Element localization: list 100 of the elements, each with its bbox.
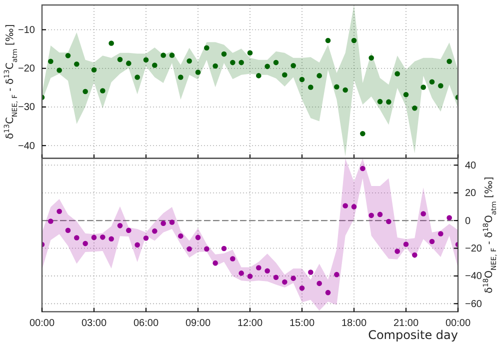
x-tick-label: 00:00 [445,318,471,329]
point [273,274,279,280]
point [438,231,444,236]
x-tick-label: 09:00 [185,318,211,329]
point [65,52,71,58]
point [160,52,166,58]
point [169,52,175,58]
point [204,45,210,51]
point [247,50,253,56]
point [420,211,426,216]
point [247,274,253,279]
point [446,58,452,64]
point [412,252,418,258]
x-tick-label: 06:00 [133,318,159,329]
point [351,204,357,210]
point [334,84,340,90]
point [308,270,314,275]
y2-tick-label: 0 [465,216,471,227]
point [195,70,201,75]
x-axis-title: Composite day [368,328,458,342]
point [325,290,331,296]
x-tick-label: 15:00 [289,318,315,329]
point [82,240,88,246]
point [325,38,331,44]
y-tick-label: −10 [18,24,36,36]
point [143,57,149,62]
point [126,60,132,66]
point [178,233,184,239]
point [412,105,418,111]
point [238,60,244,66]
point [256,73,262,78]
point [342,203,348,208]
point [65,228,71,234]
point [212,63,218,69]
point [134,242,140,248]
point [446,215,452,220]
point [221,246,227,252]
point [186,246,192,252]
point [282,72,288,78]
point [290,63,296,68]
point [152,62,158,68]
point [360,130,366,136]
point [230,60,236,66]
point [126,228,132,234]
point [117,56,123,62]
point [221,51,227,57]
point [230,256,236,262]
point [212,260,218,266]
point [429,79,435,85]
point [264,268,270,274]
point [429,238,435,244]
y-tick-label: −20 [18,64,36,75]
point [108,40,114,46]
point [316,73,322,78]
point [360,166,366,172]
x-tick-label: 21:00 [393,318,419,329]
point [256,265,262,270]
y2-tick-label: 40 [465,160,477,172]
point [264,64,270,70]
point [134,74,140,80]
point [342,87,348,93]
point [178,74,184,80]
point [273,60,279,66]
point [308,84,314,90]
x-tick-label: 00:00 [29,318,55,329]
point [91,67,97,73]
y-tick-label: −30 [18,102,36,114]
point [143,236,149,241]
point [299,286,305,291]
point [74,61,80,67]
point [152,228,158,234]
point [238,270,244,276]
point [117,223,123,228]
y2-tick-label: −40 [465,271,482,282]
point [48,218,54,224]
point [403,242,409,247]
point [82,88,88,94]
point [386,99,392,105]
point [334,272,340,278]
point [394,71,400,76]
point [420,84,426,90]
y2-tick-label: −20 [465,243,482,254]
x-tick-label: 18:00 [341,318,367,329]
point [282,279,288,285]
point [403,92,409,98]
point [299,76,305,82]
y2-tick-label: −60 [465,298,482,310]
point [290,276,296,281]
x-tick-label: 12:00 [237,318,263,329]
point [204,246,210,252]
point [394,248,400,254]
y2-tick-label: 20 [465,188,477,200]
point [316,280,322,286]
point [377,212,383,218]
point [368,212,374,218]
point [186,58,192,64]
point [386,218,392,224]
point [195,234,201,240]
point [100,234,106,240]
point [108,236,114,242]
